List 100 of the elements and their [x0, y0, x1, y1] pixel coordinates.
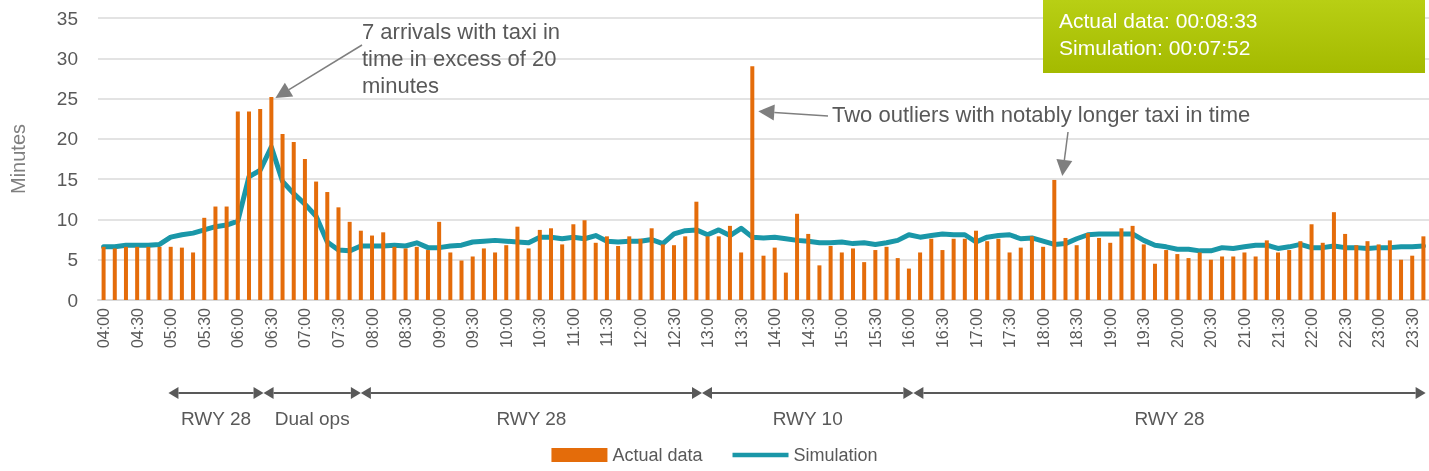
bar — [1242, 252, 1247, 300]
x-tick-label: 05:30 — [195, 307, 213, 349]
bar — [1208, 259, 1213, 300]
bar — [526, 248, 531, 300]
y-axis-title: Minutes — [7, 123, 29, 195]
bar — [1287, 250, 1292, 300]
x-tick-label: 20:30 — [1202, 307, 1220, 349]
text: RWY 10 — [772, 408, 843, 430]
x-tick-label: 21:30 — [1269, 307, 1287, 349]
x-tick-label: 23:30 — [1403, 307, 1421, 349]
bar — [101, 246, 106, 300]
bar — [694, 201, 699, 300]
bar — [1410, 255, 1415, 300]
x-tick-label: 10:00 — [497, 307, 515, 349]
bar — [1197, 252, 1202, 300]
x-tick-label: 06:00 — [229, 307, 247, 349]
x-tick-label: 16:00 — [900, 307, 918, 349]
bar — [649, 228, 654, 300]
bar — [347, 221, 352, 300]
bar — [660, 244, 665, 300]
bar — [1231, 256, 1236, 300]
x-tick-label: 14:00 — [766, 307, 784, 349]
bar — [168, 246, 173, 300]
bar — [247, 111, 251, 300]
bar — [191, 252, 196, 300]
bar — [1309, 224, 1314, 300]
bar — [314, 181, 319, 300]
bar — [481, 248, 486, 300]
y-tick-label: 5 — [67, 249, 78, 271]
bar — [1063, 237, 1068, 300]
bar — [1354, 245, 1359, 300]
bar — [448, 252, 453, 300]
bar — [962, 238, 967, 300]
bar — [1298, 241, 1303, 300]
bar — [157, 246, 162, 300]
y-tick-label: 30 — [56, 47, 78, 69]
bar — [135, 246, 140, 300]
bar — [806, 233, 811, 300]
bar — [258, 109, 263, 300]
bar — [727, 225, 732, 300]
bar — [828, 246, 833, 300]
x-tick-label: 18:00 — [1034, 307, 1052, 349]
bar — [1041, 246, 1046, 300]
callout-box: Actual data: 00:08:33 Simulation: 00:07:52 — [1043, 0, 1425, 73]
y-tick-label: 25 — [56, 88, 78, 110]
bar — [1085, 233, 1090, 300]
bar — [940, 250, 945, 300]
x-tick-label: 22:30 — [1336, 307, 1354, 349]
bar — [112, 248, 117, 300]
annotation: Simulation: 00:07:52 — [1059, 35, 1252, 61]
bar — [1220, 256, 1225, 300]
text: Dual ops — [274, 408, 350, 430]
bar — [918, 252, 923, 300]
bar — [1421, 236, 1426, 300]
bar — [571, 224, 576, 300]
bar — [425, 250, 430, 300]
bar — [951, 238, 956, 300]
bar — [985, 241, 990, 300]
bar — [1175, 254, 1180, 300]
bar — [325, 192, 330, 300]
bar — [1376, 244, 1381, 300]
x-tick-label: 07:00 — [296, 307, 314, 349]
bar — [839, 252, 844, 300]
bar — [996, 238, 1001, 300]
bar — [1264, 240, 1269, 300]
x-tick-label: 07:30 — [329, 307, 347, 349]
bar — [146, 246, 151, 300]
x-tick-label: 16:30 — [933, 307, 951, 349]
bar — [974, 230, 979, 300]
bar — [593, 242, 598, 300]
x-tick-label: 15:00 — [833, 307, 851, 349]
bar — [470, 256, 475, 300]
x-tick-label: 10:30 — [531, 307, 549, 349]
x-tick-label: 20:00 — [1168, 307, 1186, 349]
bar — [716, 236, 721, 300]
bar — [1387, 240, 1392, 300]
bar — [202, 217, 207, 300]
text: RWY 28 — [496, 408, 567, 430]
x-tick-label: 13:30 — [732, 307, 750, 349]
bar — [862, 262, 867, 300]
bar — [358, 230, 363, 300]
bar — [705, 236, 710, 300]
bar — [772, 247, 777, 300]
x-tick-label: 11:00 — [564, 307, 582, 347]
bar — [1119, 228, 1124, 300]
y-tick-label: 15 — [56, 168, 78, 190]
x-tick-label: 14:30 — [799, 307, 817, 349]
bar — [235, 111, 240, 300]
x-tick-label: 04:30 — [128, 307, 146, 349]
bar — [213, 206, 218, 300]
bar — [459, 260, 464, 300]
bar — [1164, 250, 1169, 300]
bar — [1186, 258, 1191, 300]
bar — [336, 207, 341, 300]
bar — [1007, 252, 1012, 300]
x-tick-label: 18:30 — [1068, 307, 1086, 349]
bar — [437, 221, 442, 300]
bar — [850, 248, 855, 300]
bar — [761, 255, 766, 300]
bar — [582, 220, 587, 300]
